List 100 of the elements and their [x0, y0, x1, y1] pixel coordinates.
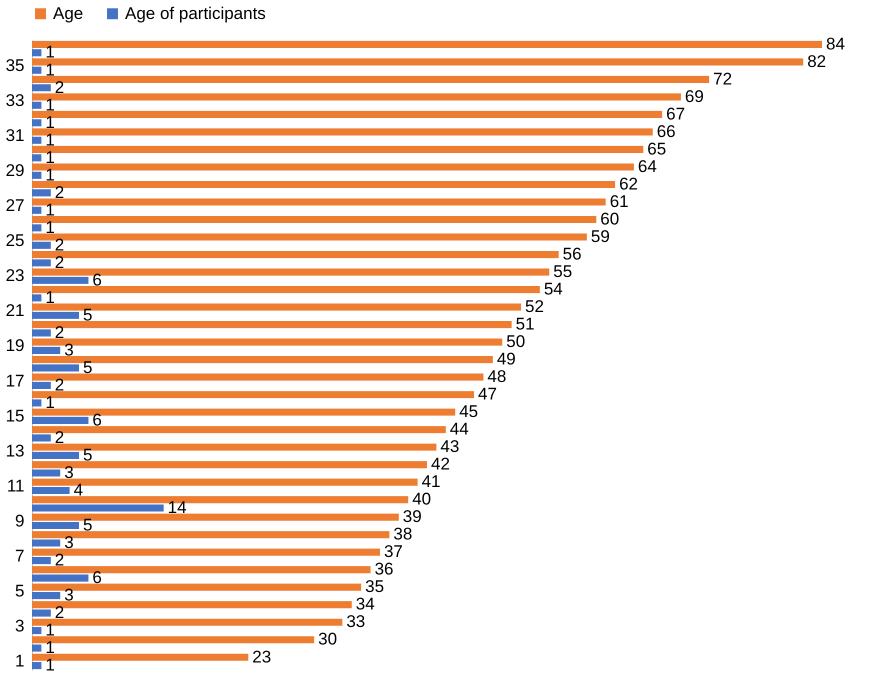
y-tick-label: 13: [6, 441, 24, 460]
data-label: 2: [54, 182, 64, 202]
data-label: 72: [713, 69, 732, 88]
y-tick-label: 21: [6, 301, 24, 320]
bar: [32, 110, 662, 118]
data-label: 37: [384, 542, 403, 562]
data-label: 62: [619, 174, 638, 194]
data-label: 64: [638, 156, 657, 176]
bar: [32, 382, 51, 389]
data-label: 34: [356, 594, 375, 614]
bar: [32, 610, 51, 617]
data-label: 1: [45, 95, 55, 114]
data-label: 40: [412, 490, 432, 509]
data-label: 3: [64, 340, 74, 360]
data-label: 1: [45, 288, 55, 307]
bar: [32, 189, 51, 196]
data-label: 47: [478, 384, 497, 404]
y-tick-label: 11: [6, 476, 24, 496]
y-tick-label: 35: [6, 56, 24, 76]
bar: [32, 539, 60, 547]
data-label: 5: [83, 516, 92, 535]
y-tick-label: 23: [6, 266, 24, 286]
data-label: 48: [487, 367, 506, 386]
data-label: 5: [83, 358, 92, 377]
data-label: 39: [402, 507, 422, 526]
bar: [32, 434, 51, 442]
bar: [32, 399, 42, 406]
data-label: 2: [54, 603, 64, 622]
data-label: 65: [647, 139, 666, 158]
bar: [32, 486, 70, 494]
data-label: 1: [45, 656, 55, 675]
data-label: 6: [92, 568, 102, 588]
y-tick-label: 1: [15, 651, 24, 670]
data-label: 36: [374, 560, 394, 579]
data-label: 82: [807, 52, 826, 71]
bar: [32, 93, 681, 100]
data-label: 3: [64, 586, 74, 605]
legend-label: Age: [53, 4, 84, 23]
y-tick-label: 27: [6, 196, 24, 216]
data-label: 66: [656, 122, 676, 141]
data-label: 52: [525, 297, 544, 316]
data-label: 50: [506, 332, 526, 352]
data-label: 45: [459, 402, 478, 422]
data-label: 6: [92, 410, 102, 430]
bar: [32, 329, 51, 336]
data-label: 5: [83, 445, 92, 464]
data-label: 56: [562, 244, 582, 264]
data-label: 1: [45, 112, 55, 132]
y-tick-label: 5: [15, 581, 24, 600]
data-label: 1: [45, 60, 55, 80]
bar: [32, 627, 42, 634]
data-label: 5: [83, 305, 92, 324]
data-label: 41: [422, 472, 441, 492]
data-label: 1: [45, 200, 55, 220]
data-label: 35: [365, 577, 384, 596]
bar: [32, 416, 88, 424]
data-label: 49: [496, 350, 516, 369]
data-label: 44: [450, 420, 469, 439]
data-label: 1: [45, 148, 55, 167]
bar: [32, 84, 51, 92]
data-label: 1: [45, 42, 55, 62]
y-tick-label: 19: [6, 336, 24, 356]
bar: [32, 522, 80, 530]
bar: [32, 662, 42, 670]
data-label: 84: [826, 34, 845, 54]
data-label: 38: [393, 524, 412, 544]
data-label: 42: [431, 454, 450, 474]
y-tick-label: 15: [6, 406, 24, 426]
data-label: 2: [54, 322, 64, 342]
bar: [32, 154, 42, 162]
data-label: 6: [92, 270, 102, 290]
bar: [32, 592, 60, 600]
bar: [32, 206, 42, 214]
data-label: 43: [440, 437, 460, 456]
bar: [32, 556, 51, 564]
data-label: 2: [54, 78, 64, 97]
data-label: 3: [64, 533, 74, 552]
data-label: 2: [54, 252, 64, 272]
y-tick-label: 9: [15, 511, 24, 530]
bar: [32, 259, 51, 266]
bar: [32, 76, 710, 83]
bar: [32, 276, 88, 284]
bar: [32, 102, 42, 109]
legend-label: Age of participants: [125, 4, 266, 23]
bar: [32, 574, 88, 582]
data-label: 51: [516, 314, 535, 334]
bar: [32, 136, 42, 144]
data-label: 67: [666, 104, 686, 124]
bar: [32, 49, 42, 56]
data-label: 1: [45, 620, 55, 640]
data-label: 54: [544, 280, 563, 299]
data-label: 1: [45, 218, 55, 237]
data-label: 55: [553, 262, 572, 282]
bar: [32, 452, 80, 460]
bar: [32, 504, 164, 512]
bar: [32, 312, 80, 319]
data-label: 30: [318, 630, 338, 649]
bar: [32, 644, 42, 652]
data-label: 14: [168, 498, 187, 517]
data-label: 1: [45, 392, 55, 412]
